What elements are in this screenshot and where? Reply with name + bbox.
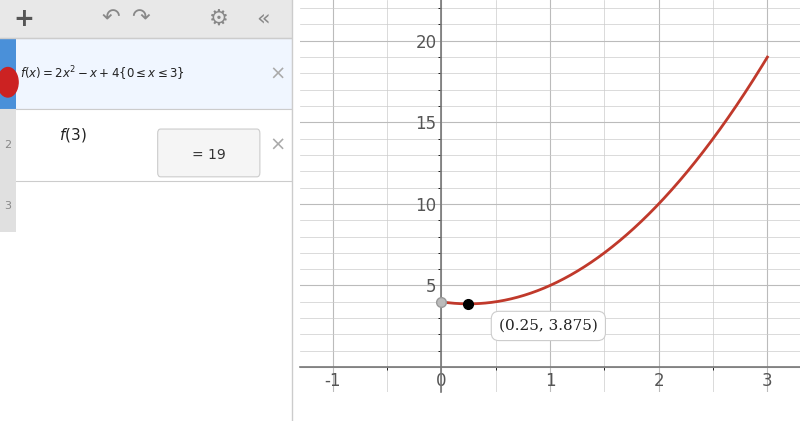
Text: +: + bbox=[13, 7, 34, 31]
Text: $f(3)$: $f(3)$ bbox=[59, 125, 86, 144]
Text: ×: × bbox=[270, 64, 286, 83]
Bar bbox=[0, 38, 16, 109]
Text: (0.25, 3.875): (0.25, 3.875) bbox=[499, 319, 598, 333]
Text: 3: 3 bbox=[4, 201, 11, 211]
Circle shape bbox=[0, 67, 18, 97]
FancyBboxPatch shape bbox=[158, 129, 260, 177]
Bar bbox=[0, 38, 292, 109]
Bar bbox=[0, 181, 16, 232]
Text: «: « bbox=[256, 9, 270, 29]
Bar bbox=[0, 109, 16, 181]
Bar bbox=[0, 109, 292, 181]
Text: ⚙: ⚙ bbox=[209, 9, 229, 29]
Bar bbox=[0, 0, 292, 38]
Text: N: N bbox=[2, 76, 13, 89]
Text: ×: × bbox=[270, 136, 286, 155]
Text: = 19: = 19 bbox=[192, 147, 226, 162]
Text: 2: 2 bbox=[4, 140, 11, 150]
Text: ↷: ↷ bbox=[131, 9, 150, 29]
Text: $f(x) = 2x^2 - x + 4\{0 \leq x \leq 3\}$: $f(x) = 2x^2 - x + 4\{0 \leq x \leq 3\}$ bbox=[20, 64, 185, 83]
Text: 1: 1 bbox=[4, 69, 11, 79]
Text: ↶: ↶ bbox=[102, 9, 120, 29]
